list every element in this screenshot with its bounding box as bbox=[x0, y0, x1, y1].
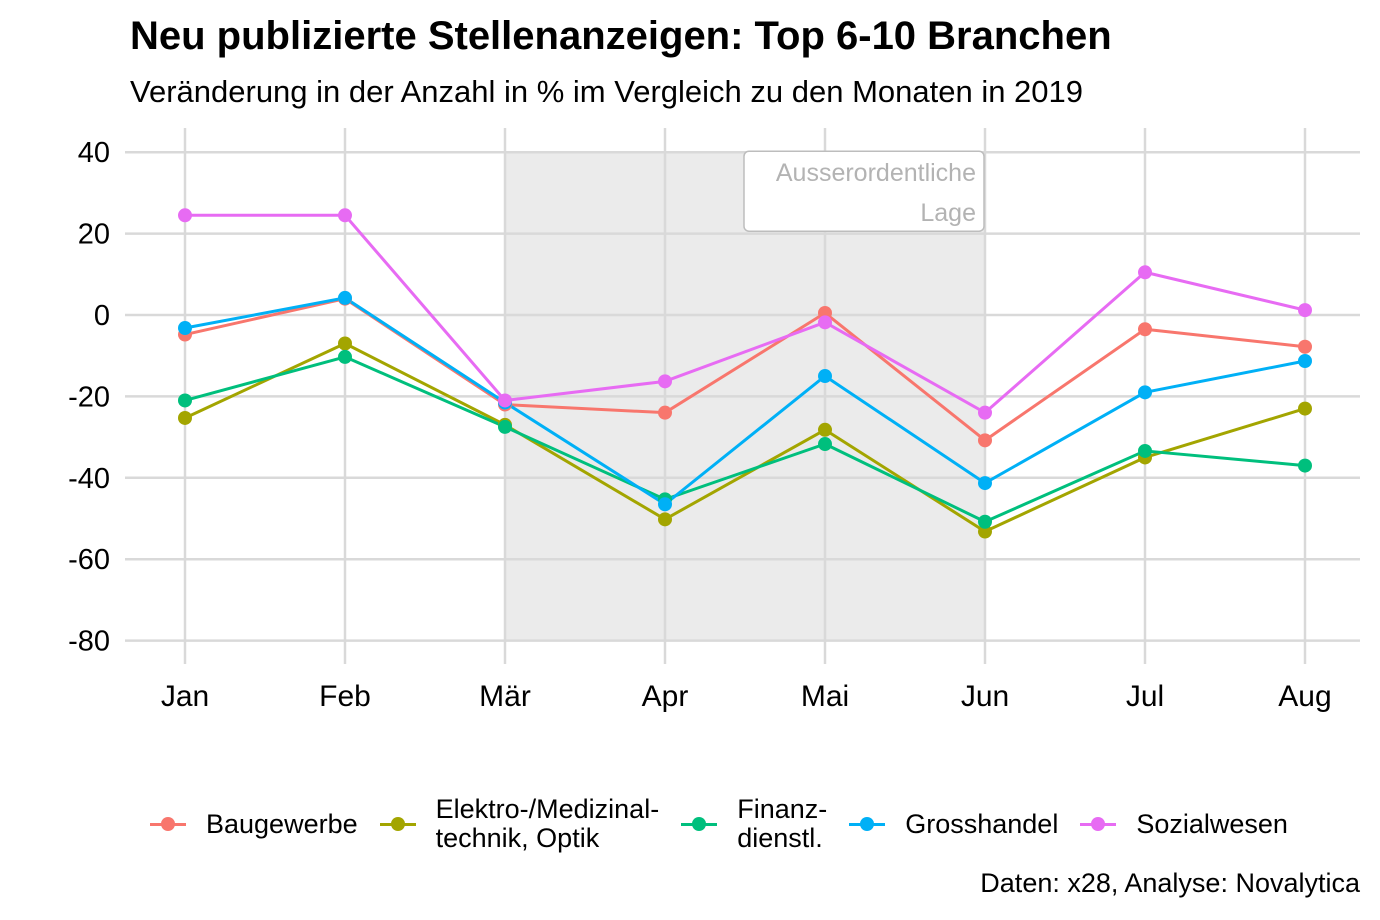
data-point-finanz bbox=[1298, 458, 1312, 473]
y-tick-label: 0 bbox=[94, 300, 110, 332]
annotation-label-line1: Ausserordentliche bbox=[776, 159, 976, 187]
data-point-finanz bbox=[178, 393, 192, 408]
data-point-elektro-medizinal bbox=[658, 512, 672, 527]
data-point-finanz bbox=[338, 349, 352, 364]
data-point-grosshandel bbox=[338, 290, 352, 305]
legend-key bbox=[379, 814, 416, 834]
series-line-finanz bbox=[184, 355, 1306, 524]
chart-subtitle: Veränderung in der Anzahl in % im Vergle… bbox=[130, 74, 1084, 109]
y-tick-label: -80 bbox=[68, 626, 110, 658]
data-point-finanz bbox=[498, 419, 512, 434]
legend-key bbox=[681, 814, 718, 834]
legend-key bbox=[849, 814, 886, 834]
annotation-box bbox=[743, 150, 985, 232]
data-point-sozialwesen bbox=[658, 374, 672, 389]
annotation-label-line2: Lage bbox=[920, 199, 976, 227]
source-caption: Daten: x28, Analyse: Novalytica bbox=[980, 868, 1360, 898]
x-tick-label: Apr bbox=[642, 680, 689, 713]
y-tick-label: 20 bbox=[78, 219, 110, 251]
data-point-elektro-medizinal bbox=[978, 524, 992, 539]
legend: Baugewerbe Elektro-/Medizinal- technik, O… bbox=[150, 795, 1360, 853]
data-point-grosshandel bbox=[978, 476, 992, 491]
data-point-baugewerbe bbox=[658, 405, 672, 420]
data-point-grosshandel bbox=[178, 321, 192, 336]
data-point-baugewerbe bbox=[978, 433, 992, 448]
series-line-sozialwesen bbox=[185, 213, 1306, 415]
x-tick-label: Jun bbox=[961, 680, 1009, 713]
x-tick-label: Jan bbox=[161, 680, 209, 713]
x-tick-label: Feb bbox=[319, 680, 371, 713]
data-point-finanz bbox=[978, 514, 992, 529]
data-point-finanz bbox=[1138, 443, 1152, 458]
legend-item: Grosshandel bbox=[849, 808, 1059, 839]
data-point-sozialwesen bbox=[1138, 265, 1152, 280]
data-point-sozialwesen bbox=[818, 315, 832, 330]
data-point-elektro-medizinal bbox=[178, 410, 192, 425]
data-point-baugewerbe bbox=[1298, 339, 1312, 354]
data-point-elektro-medizinal bbox=[1298, 401, 1312, 416]
data-point-grosshandel bbox=[818, 369, 832, 384]
data-point-sozialwesen bbox=[338, 208, 352, 223]
data-point-sozialwesen bbox=[978, 405, 992, 420]
x-tick-label: Jul bbox=[1126, 680, 1164, 713]
legend-label: Finanz- dienstl. bbox=[737, 794, 828, 853]
legend-item: Sozialwesen bbox=[1080, 808, 1288, 839]
x-tick-label: Mai bbox=[801, 680, 849, 713]
data-point-finanz bbox=[818, 437, 832, 452]
series-line-grosshandel bbox=[184, 296, 1306, 506]
legend-key-dot bbox=[390, 817, 405, 831]
legend-label: Grosshandel bbox=[905, 808, 1059, 839]
chart-title: Neu publizierte Stellenanzeigen: Top 6-1… bbox=[130, 14, 1112, 58]
legend-label: Baugewerbe bbox=[206, 808, 358, 839]
legend-key-dot bbox=[692, 817, 707, 831]
y-tick-label: -60 bbox=[68, 544, 110, 576]
y-tick-label: -20 bbox=[68, 381, 110, 413]
legend-key bbox=[150, 814, 186, 834]
data-point-grosshandel bbox=[658, 497, 672, 512]
data-point-sozialwesen bbox=[178, 208, 192, 223]
legend-item: Elektro-/Medizinal- technik, Optik bbox=[379, 794, 660, 853]
legend-item: Baugewerbe bbox=[150, 808, 358, 839]
y-tick-label: -40 bbox=[68, 463, 110, 495]
legend-item: Finanz- dienstl. bbox=[681, 795, 827, 853]
legend-label: Elektro-/Medizinal- technik, Optik bbox=[435, 794, 660, 853]
y-tick-label: 40 bbox=[78, 137, 110, 169]
data-point-elektro-medizinal bbox=[818, 422, 832, 437]
legend-key-dot bbox=[1091, 817, 1106, 831]
chart-plot: Ausserordentliche Lage 40 20 0 -20 -40 -60 -80 J… bbox=[68, 128, 1360, 713]
legend-key-dot bbox=[860, 817, 875, 831]
data-point-grosshandel bbox=[1138, 385, 1152, 400]
x-tick-label: Aug bbox=[1278, 680, 1331, 713]
legend-label: Sozialwesen bbox=[1136, 808, 1288, 839]
data-point-elektro-medizinal bbox=[338, 336, 352, 351]
data-point-sozialwesen bbox=[498, 393, 512, 408]
legend-key bbox=[1080, 814, 1117, 834]
legend-key-dot bbox=[161, 817, 175, 831]
x-tick-label: Mär bbox=[479, 680, 531, 713]
series-line-elektro-medizinal bbox=[184, 341, 1306, 534]
data-point-sozialwesen bbox=[1298, 303, 1312, 318]
data-point-baugewerbe bbox=[1138, 322, 1152, 337]
data-point-grosshandel bbox=[1298, 353, 1312, 368]
